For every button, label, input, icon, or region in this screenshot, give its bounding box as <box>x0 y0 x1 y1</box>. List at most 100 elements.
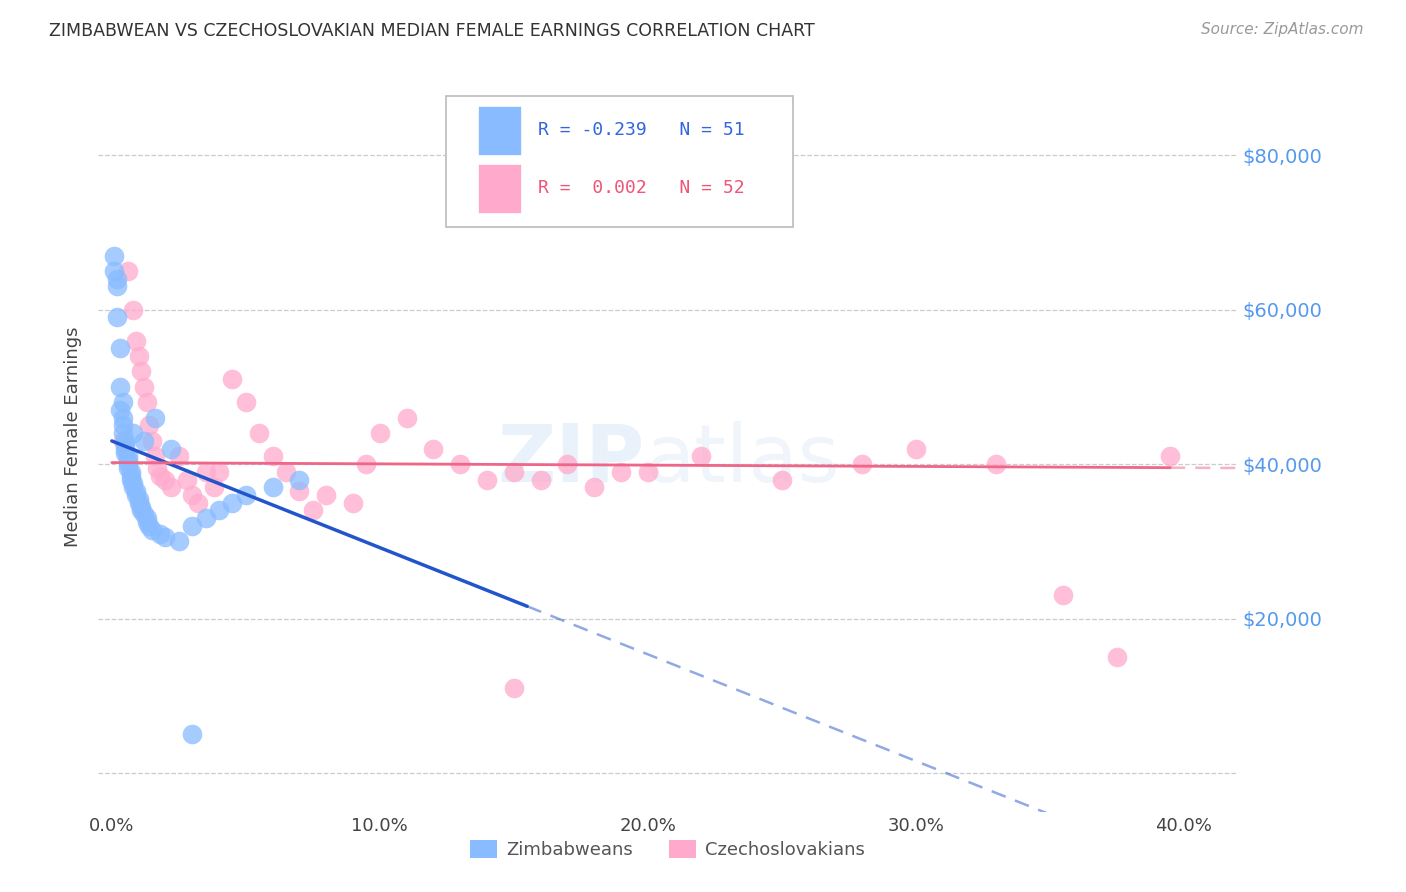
Point <box>529 473 551 487</box>
Point <box>117 457 139 471</box>
Point <box>395 410 418 425</box>
Point <box>128 491 150 506</box>
Point <box>125 484 148 499</box>
Point <box>202 480 225 494</box>
Point <box>135 395 157 409</box>
Point <box>114 445 136 459</box>
Text: Source: ZipAtlas.com: Source: ZipAtlas.com <box>1201 22 1364 37</box>
Point <box>194 511 217 525</box>
Point <box>235 395 257 409</box>
Point <box>129 364 152 378</box>
Y-axis label: Median Female Earnings: Median Female Earnings <box>65 326 83 548</box>
FancyBboxPatch shape <box>478 106 522 155</box>
Point <box>851 457 873 471</box>
Point <box>167 450 190 464</box>
Point <box>103 248 125 262</box>
Point <box>274 465 297 479</box>
Point <box>117 264 139 278</box>
Point <box>120 473 142 487</box>
Point <box>247 426 270 441</box>
Point <box>1105 650 1128 665</box>
Point <box>135 515 157 529</box>
Point <box>235 488 257 502</box>
Point <box>129 500 152 514</box>
Point <box>610 465 633 479</box>
Point <box>103 264 125 278</box>
Point <box>125 334 148 348</box>
Point <box>356 457 378 471</box>
Point <box>117 453 139 467</box>
Text: R = -0.239   N = 51: R = -0.239 N = 51 <box>538 121 745 139</box>
Point <box>111 426 134 441</box>
FancyBboxPatch shape <box>446 96 793 227</box>
Point <box>128 496 150 510</box>
Point <box>315 488 337 502</box>
Text: atlas: atlas <box>645 420 839 499</box>
Point <box>690 450 713 464</box>
Point <box>111 418 134 433</box>
Point <box>181 488 204 502</box>
Point <box>155 531 177 545</box>
Point <box>105 271 128 285</box>
Point <box>114 434 136 448</box>
Point <box>143 410 166 425</box>
Point <box>132 434 155 448</box>
Point <box>143 450 166 464</box>
Point <box>132 508 155 522</box>
Point <box>449 457 471 471</box>
Text: R =  0.002   N = 52: R = 0.002 N = 52 <box>538 179 745 197</box>
Point <box>155 473 177 487</box>
Point <box>122 426 145 441</box>
Point <box>132 380 155 394</box>
Point <box>181 519 204 533</box>
Point <box>141 434 163 448</box>
Point <box>301 503 323 517</box>
Point <box>262 480 284 494</box>
Legend: Zimbabweans, Czechoslovakians: Zimbabweans, Czechoslovakians <box>463 832 873 866</box>
Point <box>208 465 231 479</box>
Point <box>368 426 391 441</box>
Point <box>114 438 136 452</box>
Point <box>1052 589 1074 603</box>
Point <box>108 341 131 355</box>
Point <box>502 465 524 479</box>
Point <box>125 488 148 502</box>
Point <box>138 519 160 533</box>
Point <box>117 450 139 464</box>
Point <box>502 681 524 695</box>
Point <box>221 496 243 510</box>
Point <box>770 473 793 487</box>
Point <box>105 310 128 325</box>
Point <box>181 727 204 741</box>
Point <box>1159 450 1181 464</box>
Point <box>111 434 134 448</box>
Point <box>111 410 134 425</box>
Point <box>288 473 311 487</box>
Point <box>111 395 134 409</box>
Point <box>221 372 243 386</box>
Point <box>475 473 498 487</box>
Point <box>984 457 1007 471</box>
Point <box>120 468 142 483</box>
FancyBboxPatch shape <box>478 164 522 213</box>
Point <box>637 465 659 479</box>
Point <box>342 496 364 510</box>
Point <box>105 279 128 293</box>
Point <box>262 450 284 464</box>
Point <box>122 302 145 317</box>
Point <box>422 442 444 456</box>
Point <box>135 511 157 525</box>
Point <box>122 476 145 491</box>
Point <box>141 523 163 537</box>
Point <box>108 380 131 394</box>
Point <box>583 480 606 494</box>
Point <box>117 461 139 475</box>
Point <box>194 465 217 479</box>
Point <box>138 418 160 433</box>
Point <box>120 465 142 479</box>
Point <box>146 461 169 475</box>
Point <box>176 473 198 487</box>
Text: ZIP: ZIP <box>498 420 645 499</box>
Text: ZIMBABWEAN VS CZECHOSLOVAKIAN MEDIAN FEMALE EARNINGS CORRELATION CHART: ZIMBABWEAN VS CZECHOSLOVAKIAN MEDIAN FEM… <box>49 22 815 40</box>
Point <box>128 349 150 363</box>
